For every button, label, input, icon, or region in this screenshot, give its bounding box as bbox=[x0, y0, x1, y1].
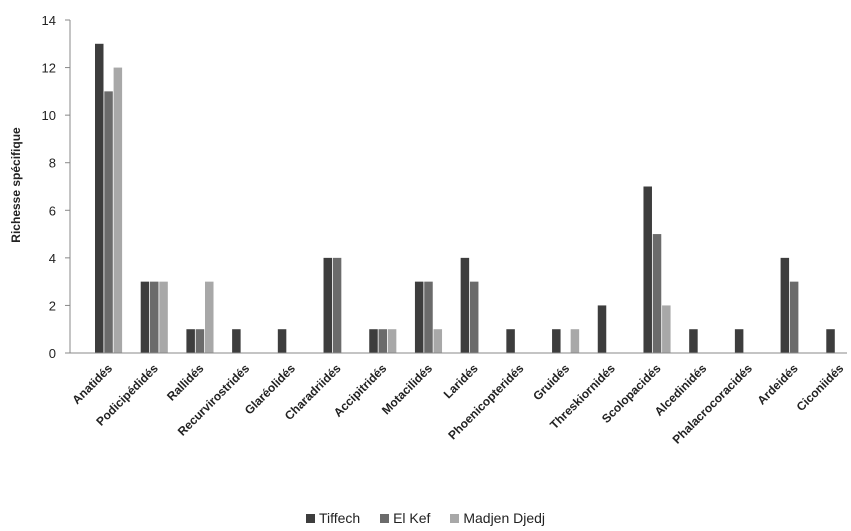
legend-label: Madjen Djedj bbox=[463, 510, 546, 526]
bar bbox=[780, 257, 790, 353]
bar bbox=[387, 329, 397, 353]
legend-item-madjen-djedj: Madjen Djedj bbox=[450, 510, 545, 526]
bar bbox=[506, 329, 515, 353]
y-tick-label: 0 bbox=[49, 346, 56, 361]
bar bbox=[643, 186, 652, 353]
legend-item-tiffech: Tiffech bbox=[305, 510, 361, 526]
bar bbox=[277, 329, 287, 353]
bar bbox=[826, 329, 835, 353]
y-tick-label: 10 bbox=[42, 108, 56, 123]
y-tick-label: 12 bbox=[42, 61, 56, 76]
bar bbox=[597, 305, 607, 353]
legend-swatch bbox=[450, 514, 460, 523]
category-label: Ciconiidés bbox=[794, 361, 847, 414]
bars bbox=[95, 43, 835, 354]
bar bbox=[95, 43, 104, 353]
bar bbox=[205, 281, 214, 353]
bar bbox=[469, 281, 479, 353]
y-axis-ticks: 0 2 4 6 8 10 12 14 bbox=[42, 13, 70, 361]
bar bbox=[424, 281, 433, 353]
bar bbox=[689, 329, 698, 353]
y-axis-label: Richesse spécifique bbox=[9, 127, 23, 243]
bar bbox=[159, 281, 168, 353]
y-tick-label: 2 bbox=[49, 298, 56, 313]
category-label: Anatidés bbox=[69, 361, 115, 407]
bar bbox=[734, 329, 744, 353]
bar bbox=[195, 329, 205, 353]
bar bbox=[232, 329, 241, 353]
y-tick-label: 6 bbox=[49, 203, 56, 218]
category-label: Gruidés bbox=[530, 361, 572, 403]
category-label: Ardeidés bbox=[754, 361, 800, 407]
bar bbox=[369, 329, 378, 353]
bar bbox=[662, 305, 671, 353]
bar bbox=[150, 281, 159, 353]
legend: Tiffech El Kef Madjen Djedj bbox=[0, 510, 851, 526]
legend-label: El Kef bbox=[393, 510, 431, 526]
y-tick-label: 14 bbox=[42, 13, 56, 28]
y-tick-label: 4 bbox=[49, 251, 56, 266]
bar bbox=[433, 329, 443, 353]
legend-swatch bbox=[305, 514, 315, 523]
bar bbox=[140, 281, 150, 353]
legend-label: Tiffech bbox=[318, 510, 361, 526]
category-label: Laridés bbox=[441, 361, 481, 401]
bar bbox=[332, 257, 342, 353]
bar bbox=[789, 281, 799, 353]
bar bbox=[570, 329, 580, 353]
y-tick-label: 8 bbox=[49, 156, 56, 171]
legend-item-el-kef: El Kef bbox=[380, 510, 430, 526]
bar bbox=[104, 91, 113, 354]
bar bbox=[113, 67, 123, 353]
bar bbox=[552, 329, 561, 353]
bar bbox=[323, 257, 333, 353]
category-label: Phalacrocoracidés bbox=[670, 361, 756, 447]
category-label: Rallidés bbox=[164, 361, 207, 404]
bar bbox=[414, 281, 424, 353]
bar bbox=[460, 257, 470, 353]
bar bbox=[378, 329, 388, 353]
legend-swatch bbox=[380, 514, 390, 523]
bar bbox=[186, 329, 195, 353]
bar bbox=[652, 234, 662, 353]
